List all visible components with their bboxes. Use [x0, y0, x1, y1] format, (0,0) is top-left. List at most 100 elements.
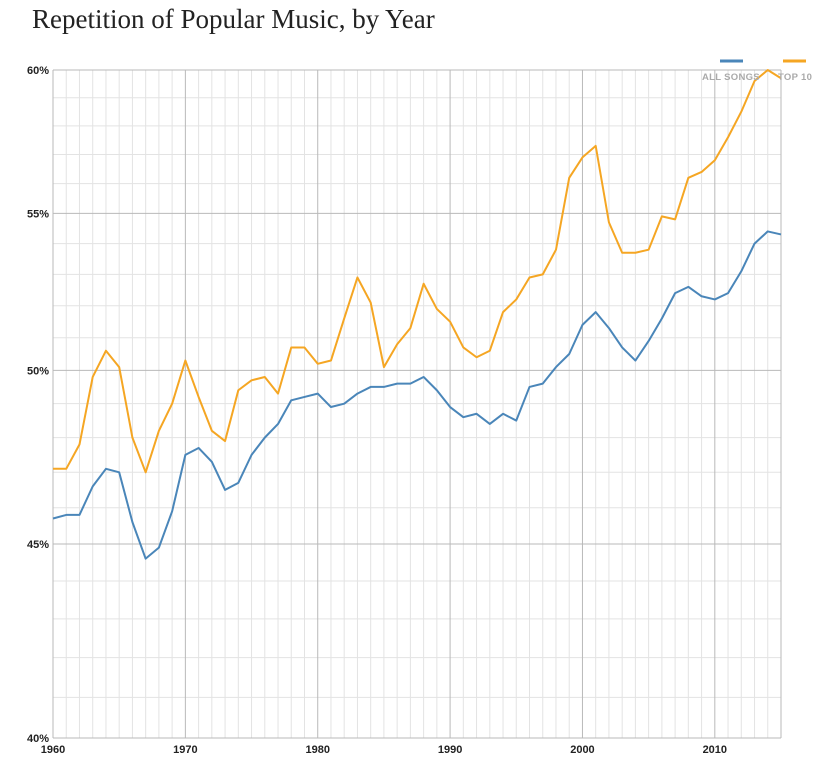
x-axis-labels: 1960 1970 1980 1990 2000 2010	[41, 744, 727, 756]
data-point	[131, 437, 133, 439]
data-point	[515, 420, 517, 422]
data-point	[158, 547, 160, 549]
data-point	[198, 447, 200, 449]
data-point	[290, 399, 292, 401]
data-point	[52, 518, 54, 520]
data-point	[409, 383, 411, 385]
data-point	[661, 317, 663, 319]
legend-label: ALL SONGS	[702, 72, 760, 83]
data-point	[317, 363, 319, 365]
data-point	[396, 383, 398, 385]
data-point	[277, 423, 279, 425]
data-point	[608, 327, 610, 329]
y-tick-label: 40%	[27, 733, 49, 745]
data-point	[383, 386, 385, 388]
data-point	[714, 298, 716, 300]
data-point	[237, 482, 239, 484]
data-point	[542, 383, 544, 385]
data-point	[674, 292, 676, 294]
data-point	[727, 292, 729, 294]
data-point	[449, 321, 451, 323]
series-line-top-10	[53, 69, 782, 474]
data-point	[105, 468, 107, 470]
legend: ALL SONGS TOP 10	[702, 59, 812, 83]
data-point	[529, 276, 531, 278]
data-point	[740, 111, 742, 113]
data-point	[489, 350, 491, 352]
data-point	[581, 324, 583, 326]
data-point	[277, 393, 279, 395]
minor-gridlines	[53, 70, 782, 738]
data-point	[158, 430, 160, 432]
data-point	[78, 444, 80, 446]
data-point	[648, 340, 650, 342]
data-point	[383, 366, 385, 368]
data-point	[727, 136, 729, 138]
data-point	[740, 270, 742, 272]
data-point	[476, 413, 478, 415]
data-point	[224, 489, 226, 491]
data-point	[171, 403, 173, 405]
data-point	[449, 406, 451, 408]
data-point	[290, 346, 292, 348]
data-point	[211, 461, 213, 463]
data-point	[608, 221, 610, 223]
data-point	[317, 393, 319, 395]
data-point	[568, 353, 570, 355]
data-point	[555, 249, 557, 251]
data-point	[542, 273, 544, 275]
data-point	[581, 156, 583, 158]
data-point	[529, 386, 531, 388]
data-point	[634, 252, 636, 254]
data-point	[171, 510, 173, 512]
x-tick-label: 1980	[305, 744, 329, 756]
data-point	[264, 376, 266, 378]
data-point	[370, 386, 372, 388]
data-point	[370, 302, 372, 304]
data-point	[621, 252, 623, 254]
data-point	[92, 485, 94, 487]
data-point	[489, 423, 491, 425]
data-point	[423, 283, 425, 285]
data-point	[436, 389, 438, 391]
data-point	[330, 360, 332, 362]
data-point	[714, 159, 716, 161]
data-point	[476, 356, 478, 358]
y-tick-label: 55%	[27, 208, 49, 220]
data-point	[65, 514, 67, 516]
x-tick-label: 1990	[438, 744, 462, 756]
data-point	[343, 317, 345, 319]
data-point	[356, 276, 358, 278]
data-point	[343, 403, 345, 405]
data-point	[131, 521, 133, 523]
data-point	[701, 295, 703, 297]
data-point	[145, 471, 147, 473]
data-point	[251, 379, 253, 381]
y-tick-label: 50%	[27, 365, 49, 377]
x-tick-label: 1970	[173, 744, 197, 756]
chart-title: Repetition of Popular Music, by Year	[32, 4, 435, 34]
data-point	[767, 69, 769, 71]
data-point	[184, 454, 186, 456]
data-point	[780, 233, 782, 235]
data-point	[145, 558, 147, 560]
y-axis-labels: 40% 45% 50% 55% 60%	[27, 65, 49, 745]
data-point	[767, 230, 769, 232]
data-point	[634, 360, 636, 362]
data-point	[568, 177, 570, 179]
data-point	[264, 437, 266, 439]
data-point	[184, 360, 186, 362]
x-tick-label: 1960	[41, 744, 65, 756]
data-point	[595, 311, 597, 313]
data-point	[661, 215, 663, 217]
data-point	[356, 393, 358, 395]
data-point	[224, 440, 226, 442]
data-point	[303, 396, 305, 398]
data-point	[65, 468, 67, 470]
data-point	[237, 389, 239, 391]
data-point	[515, 298, 517, 300]
data-point	[118, 471, 120, 473]
data-point	[436, 308, 438, 310]
data-point	[198, 396, 200, 398]
